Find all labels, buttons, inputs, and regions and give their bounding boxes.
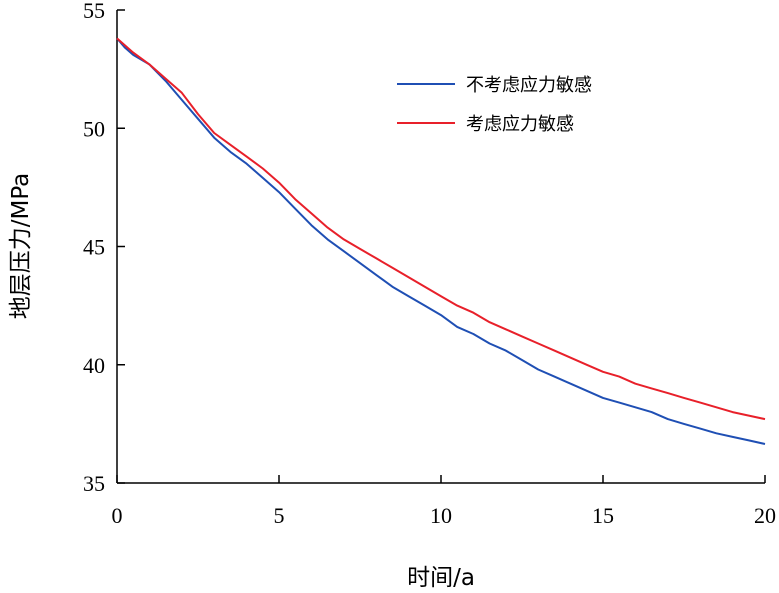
x-ticks: 0 5 10 15 20: [112, 475, 776, 528]
y-ticks: 35 40 45 50 55: [83, 0, 125, 496]
y-tick-label: 50: [83, 116, 105, 141]
x-axis-title: 时间/a: [407, 565, 475, 591]
y-tick-label: 40: [83, 353, 105, 378]
y-tick-label: 55: [83, 0, 105, 23]
series-line-1: [116, 37, 766, 445]
x-tick-label: 20: [754, 503, 776, 528]
x-tick-label: 0: [112, 503, 123, 528]
series-layer: [116, 37, 766, 445]
series-line-2: [116, 37, 766, 421]
y-tick-label: 45: [83, 235, 105, 260]
legend-label-series-2: 考虑应力敏感: [466, 114, 574, 135]
y-axis-title: 地层压力/MPa: [8, 173, 34, 320]
y-tick-label: 35: [83, 471, 105, 496]
x-tick-label: 10: [430, 503, 452, 528]
legend-label-series-1: 不考虑应力敏感: [466, 75, 592, 96]
x-tick-label: 5: [274, 503, 285, 528]
x-tick-label: 15: [592, 503, 614, 528]
axes: [116, 10, 765, 484]
legend: 不考虑应力敏感 考虑应力敏感: [397, 75, 592, 135]
